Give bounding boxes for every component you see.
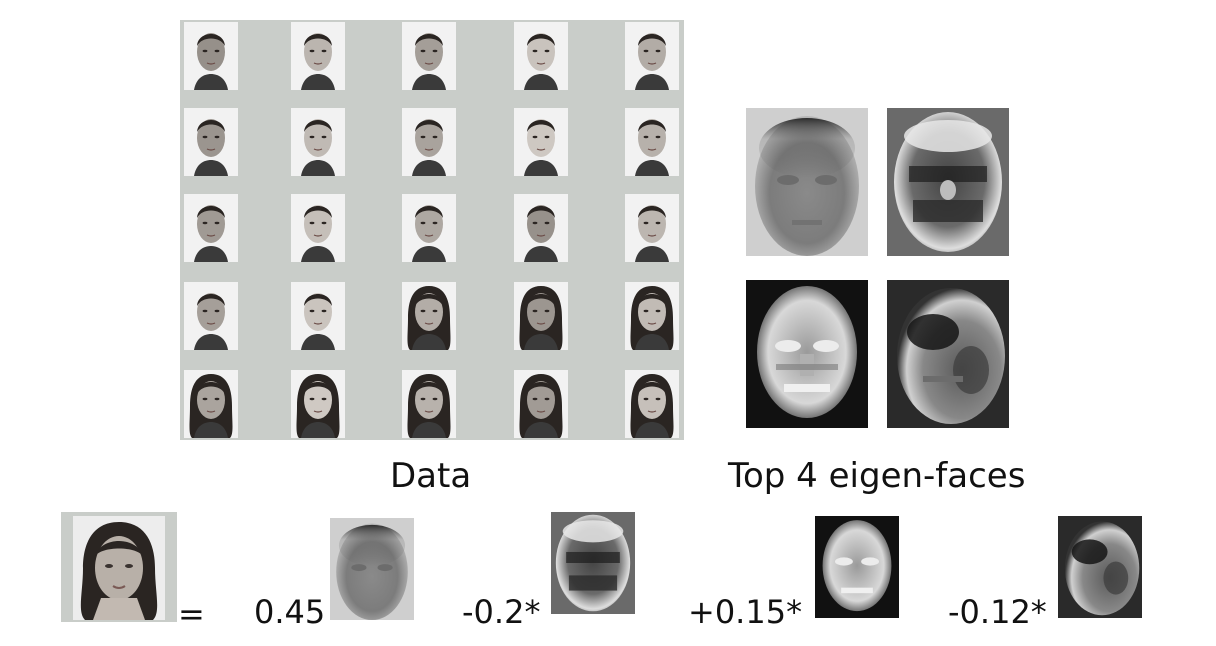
face-photo <box>402 282 456 350</box>
face-photo <box>514 282 568 350</box>
coefficient-4: -0.12* <box>948 593 1047 631</box>
face-photo <box>184 370 238 438</box>
face-photo <box>184 282 238 350</box>
face-photo <box>625 108 679 176</box>
face-photo <box>291 370 345 438</box>
face-photo <box>184 108 238 176</box>
reconstructed-face <box>61 512 177 622</box>
face-photo <box>291 22 345 90</box>
face-photo <box>291 194 345 262</box>
eigenface-4 <box>887 280 1009 428</box>
face-photo <box>402 370 456 438</box>
face-photo <box>514 370 568 438</box>
eigenface-3 <box>746 280 868 428</box>
equals-sign: = <box>178 595 205 633</box>
equation-eigenface-4 <box>1058 516 1142 618</box>
face-photo <box>402 108 456 176</box>
face-photo <box>184 22 238 90</box>
equation-eigenface-3 <box>815 516 899 618</box>
face-photo <box>514 194 568 262</box>
face-photo <box>184 194 238 262</box>
face-photo <box>514 22 568 90</box>
face-photo <box>402 22 456 90</box>
coefficient-2: -0.2* <box>462 593 541 631</box>
coefficient-3: +0.15* <box>688 593 803 631</box>
face-photo <box>291 282 345 350</box>
equation-eigenface-1 <box>330 518 414 620</box>
caption-eigenfaces: Top 4 eigen-faces <box>728 456 1026 496</box>
eigenface-1 <box>746 108 868 256</box>
face-photo <box>625 22 679 90</box>
face-photo <box>625 282 679 350</box>
face-photo <box>625 194 679 262</box>
equation-eigenface-2 <box>551 512 635 614</box>
caption-data: Data <box>390 456 472 496</box>
face-photo <box>291 108 345 176</box>
eigenface-2 <box>887 108 1009 256</box>
coefficient-1: 0.45 <box>254 593 326 631</box>
face-photo <box>625 370 679 438</box>
data-face-grid <box>180 20 684 440</box>
face-photo <box>402 194 456 262</box>
face-photo <box>514 108 568 176</box>
